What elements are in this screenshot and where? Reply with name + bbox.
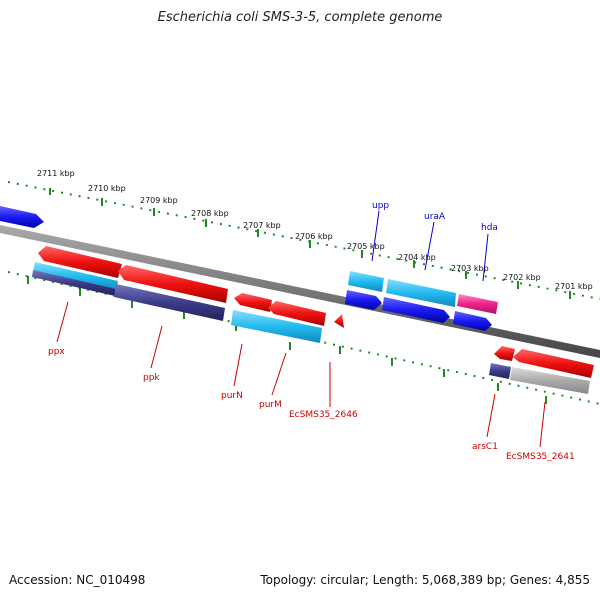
gene-label-purM: purM — [259, 400, 282, 410]
scale-label: 2704 kbp — [398, 253, 436, 262]
cds-bar-purN-purM[interactable] — [231, 310, 322, 343]
cds-bar-ecsms35-2641[interactable] — [510, 367, 590, 394]
cds-bar-ppx[interactable] — [33, 262, 118, 291]
genome-backbone — [0, 225, 600, 358]
gene-arrow-uraA[interactable] — [382, 297, 450, 323]
gene-label-ppx: ppx — [48, 347, 65, 357]
upper-scale-track — [7, 181, 600, 300]
scale-labels: 2711 kbp 2710 kbp 2709 kbp 2708 kbp 2707… — [37, 169, 593, 291]
gene-label-hda: hda — [481, 223, 498, 233]
gene-arrow-ppk[interactable] — [118, 265, 228, 303]
gene-label-ecsms35-2641: EcSMS35_2641 — [506, 452, 575, 462]
label-leaders-red — [56, 301, 546, 448]
cds-bar-ppx-dark[interactable] — [32, 270, 116, 296]
scale-label: 2706 kbp — [295, 232, 333, 241]
scale-label: 2701 kbp — [555, 282, 593, 291]
cds-bar-ppk[interactable] — [114, 284, 225, 321]
scale-label: 2702 kbp — [503, 273, 541, 282]
scale-label: 2705 kbp — [347, 242, 385, 251]
gene-label-ppk: ppk — [143, 373, 160, 383]
gene-label-ecsms35-2646: EcSMS35_2646 — [289, 410, 358, 420]
page-title: Escherichia coli SMS-3-5, complete genom… — [157, 10, 443, 25]
cds-bar-arsC1[interactable] — [489, 363, 511, 379]
scale-label: 2703 kbp — [451, 264, 489, 273]
gene-arrow-ppx[interactable] — [38, 246, 122, 278]
gene-arrow-ecsms35-2646[interactable] — [334, 314, 344, 328]
scale-label: 2707 kbp — [243, 221, 281, 230]
cds-bar-uraA[interactable] — [386, 279, 456, 307]
scale-label: 2708 kbp — [191, 209, 229, 218]
scale-label: 2709 kbp — [140, 196, 178, 205]
gene-arrow-hda[interactable] — [453, 311, 492, 331]
gene-arrow-ecsms35-2641[interactable] — [513, 349, 594, 378]
scale-label: 2710 kbp — [88, 184, 126, 193]
gene-label-uraA: uraA — [424, 212, 446, 222]
accession-text: Accession: NC_010498 — [9, 573, 146, 587]
scale-label: 2711 kbp — [37, 169, 75, 178]
gene-label-arsC1: arsC1 — [472, 442, 498, 452]
cds-bar-upp[interactable] — [348, 271, 384, 292]
gene-arrow-purM[interactable] — [268, 301, 326, 326]
gene-arrow-upp[interactable] — [345, 290, 382, 310]
genome-summary-text: Topology: circular; Length: 5,068,389 bp… — [260, 573, 590, 587]
gene-label-upp: upp — [372, 201, 389, 211]
label-leaders-blue — [371, 210, 489, 282]
gene-arrow[interactable] — [0, 206, 44, 228]
cds-bar-hda[interactable] — [457, 294, 498, 314]
gene-label-purN: purN — [221, 391, 243, 401]
gene-arrow-purN[interactable] — [234, 293, 272, 312]
gene-arrow-arsC1[interactable] — [494, 346, 515, 361]
